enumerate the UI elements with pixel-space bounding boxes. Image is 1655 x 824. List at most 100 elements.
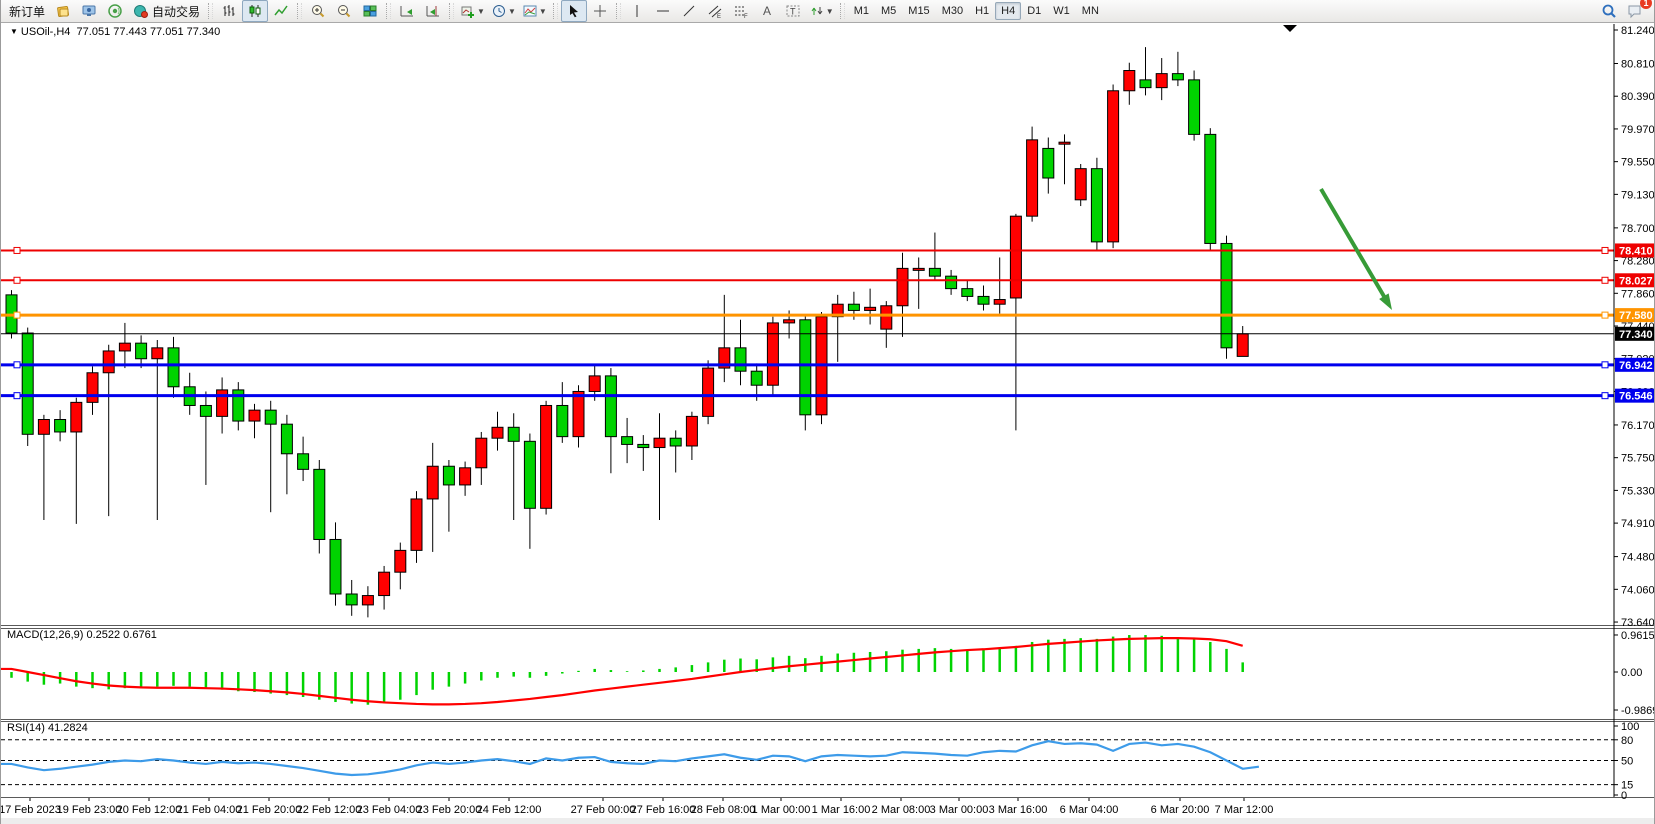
chart-shift-marker[interactable] <box>1283 25 1297 32</box>
line-handle[interactable] <box>13 361 21 369</box>
horizontal-level-line[interactable] <box>1 392 1614 400</box>
time-tick-label: 6 Mar 20:00 <box>1151 804 1210 816</box>
candle <box>653 437 666 449</box>
arrows-tool[interactable]: ▼ <box>806 0 837 22</box>
templates-button[interactable]: ▼ <box>519 0 550 22</box>
channel-tool[interactable]: E <box>702 0 728 22</box>
toolbar-separator <box>208 3 214 19</box>
trendline-tool[interactable] <box>676 0 702 22</box>
svg-text:T: T <box>790 7 796 17</box>
horizontal-level-line[interactable] <box>1 311 1614 319</box>
svg-text:F: F <box>744 14 748 19</box>
candle <box>961 288 974 297</box>
line-handle[interactable] <box>1601 246 1609 254</box>
line-handle[interactable] <box>13 276 21 284</box>
macd-axis-label: 0.9615 <box>1621 630 1655 642</box>
candle <box>912 267 925 271</box>
autotrading-button[interactable]: 自动交易 <box>128 0 205 22</box>
rsi-axis-label: 50 <box>1621 756 1633 768</box>
candle <box>1090 168 1103 243</box>
candle <box>426 465 439 500</box>
macd-axis-label: 0.00 <box>1621 667 1642 679</box>
new-order-button[interactable]: 新订单 <box>9 4 46 19</box>
tab-h4[interactable]: H4 <box>995 2 1022 20</box>
chevron-down-icon: ▼ <box>825 6 834 16</box>
periods-button[interactable]: ▼ <box>488 0 519 22</box>
time-tick-label: 23 Feb 20:00 <box>417 804 482 816</box>
candle <box>1171 73 1184 81</box>
candle <box>783 319 796 324</box>
line-handle[interactable] <box>1601 311 1609 319</box>
line-handle[interactable] <box>13 392 21 400</box>
tab-m5[interactable]: M5 <box>881 5 897 17</box>
candle <box>685 415 698 447</box>
auto-scroll-button[interactable] <box>394 0 420 22</box>
tab-h1[interactable]: H1 <box>975 5 990 17</box>
tab-mn[interactable]: MN <box>1081 5 1099 17</box>
price-level-badge: 77.340 <box>1615 326 1654 341</box>
candle <box>1009 215 1022 299</box>
candle <box>1107 90 1120 243</box>
line-handle[interactable] <box>1601 361 1609 369</box>
candle <box>637 443 650 449</box>
cursor-tool-button[interactable] <box>560 0 587 22</box>
search-button[interactable] <box>1596 0 1622 22</box>
candle <box>86 372 99 403</box>
tab-m15[interactable]: M15 <box>908 5 930 17</box>
crosshair-tool-button[interactable] <box>587 0 613 22</box>
candle <box>394 549 407 573</box>
candle <box>232 389 245 422</box>
candle <box>588 375 601 392</box>
horizontal-level-line[interactable] <box>1 246 1614 254</box>
vertical-line-tool[interactable] <box>624 0 650 22</box>
tab-w1[interactable]: W1 <box>1053 5 1070 17</box>
bar-chart-mode-button[interactable] <box>216 0 242 22</box>
toolbar-separator <box>386 3 392 19</box>
tab-m1[interactable]: M1 <box>853 5 869 17</box>
candle <box>1042 147 1055 179</box>
notifications-button[interactable]: 1 <box>1622 0 1652 22</box>
horizontal-line-tool[interactable] <box>650 0 676 22</box>
macd-axis-label: -0.9869 <box>1621 705 1655 717</box>
line-handle[interactable] <box>1601 392 1609 400</box>
candle <box>604 375 617 438</box>
chart-window-icon[interactable] <box>50 0 76 22</box>
zoom-out-button[interactable] <box>331 0 357 22</box>
macd-pane[interactable] <box>1 635 1244 706</box>
trend-arrow-annotation[interactable] <box>1319 187 1392 310</box>
chart-shift-button[interactable] <box>420 0 446 22</box>
price-level-badge: 76.942 <box>1615 357 1654 372</box>
horizontal-level-line[interactable] <box>1 276 1614 284</box>
candle <box>167 347 180 388</box>
chevron-down-icon: ▼ <box>507 6 516 16</box>
line-handle[interactable] <box>1601 276 1609 284</box>
line-handle[interactable] <box>13 246 21 254</box>
tab-d1[interactable]: D1 <box>1027 5 1042 17</box>
price-axis[interactable]: 81.240 80.810 80.390 79.970 79.550 79.130 78.7… <box>1613 24 1655 802</box>
text-label-tool[interactable]: T <box>780 0 806 22</box>
svg-text:77.580: 77.580 <box>1619 310 1653 322</box>
ohlc-bars-icon <box>223 5 235 16</box>
line-handle[interactable] <box>13 311 21 319</box>
tab-m30[interactable]: M30 <box>941 5 964 17</box>
tile-windows-button[interactable] <box>357 0 383 22</box>
symbol-dropdown-icon[interactable]: ▼ <box>10 27 18 36</box>
horizontal-level-line[interactable] <box>1 361 1614 369</box>
strategy-icon[interactable] <box>102 0 128 22</box>
time-tick-label: 23 Feb 04:00 <box>357 804 422 816</box>
zoom-in-button[interactable] <box>305 0 331 22</box>
fibonacci-tool[interactable]: F <box>728 0 754 22</box>
text-tool[interactable]: A <box>754 0 780 22</box>
candlestick-icon <box>249 5 261 17</box>
rsi-axis-label: 0 <box>1621 790 1627 802</box>
rsi-pane[interactable] <box>1 739 1614 786</box>
indicators-button[interactable]: ▼ <box>457 0 488 22</box>
candle <box>945 275 958 290</box>
time-tick-label: 24 Feb 12:00 <box>477 804 542 816</box>
market-watch-icon[interactable] <box>76 0 102 22</box>
line-chart-mode-button[interactable] <box>268 0 294 22</box>
chart-canvas[interactable]: 81.240 80.810 80.390 79.970 79.550 79.130 78.7… <box>1 24 1655 824</box>
candlestick-mode-button[interactable] <box>242 0 269 22</box>
trendline-icon <box>683 5 695 17</box>
